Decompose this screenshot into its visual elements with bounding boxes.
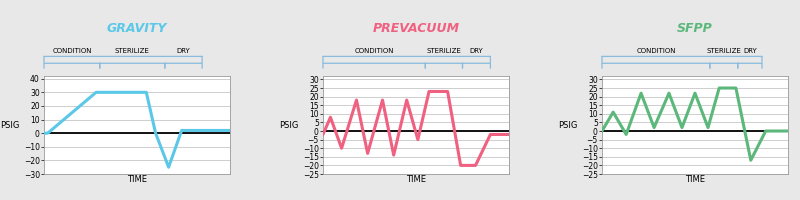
Text: CONDITION: CONDITION <box>52 48 92 54</box>
X-axis label: TIME: TIME <box>685 175 705 184</box>
Text: DRY: DRY <box>743 48 757 54</box>
Text: PREVACUUM: PREVACUUM <box>373 22 459 35</box>
Y-axis label: PSIG: PSIG <box>279 120 298 130</box>
Text: CONDITION: CONDITION <box>354 48 394 54</box>
Text: CONDITION: CONDITION <box>636 48 676 54</box>
X-axis label: TIME: TIME <box>127 175 147 184</box>
Text: STERILIZE: STERILIZE <box>706 48 742 54</box>
Text: STERILIZE: STERILIZE <box>426 48 462 54</box>
Text: SFPP: SFPP <box>677 22 713 35</box>
Text: STERILIZE: STERILIZE <box>115 48 150 54</box>
Text: DRY: DRY <box>470 48 483 54</box>
Text: GRAVITY: GRAVITY <box>107 22 167 35</box>
Y-axis label: PSIG: PSIG <box>558 120 578 130</box>
Y-axis label: PSIG: PSIG <box>0 120 19 130</box>
X-axis label: TIME: TIME <box>406 175 426 184</box>
Text: DRY: DRY <box>177 48 190 54</box>
